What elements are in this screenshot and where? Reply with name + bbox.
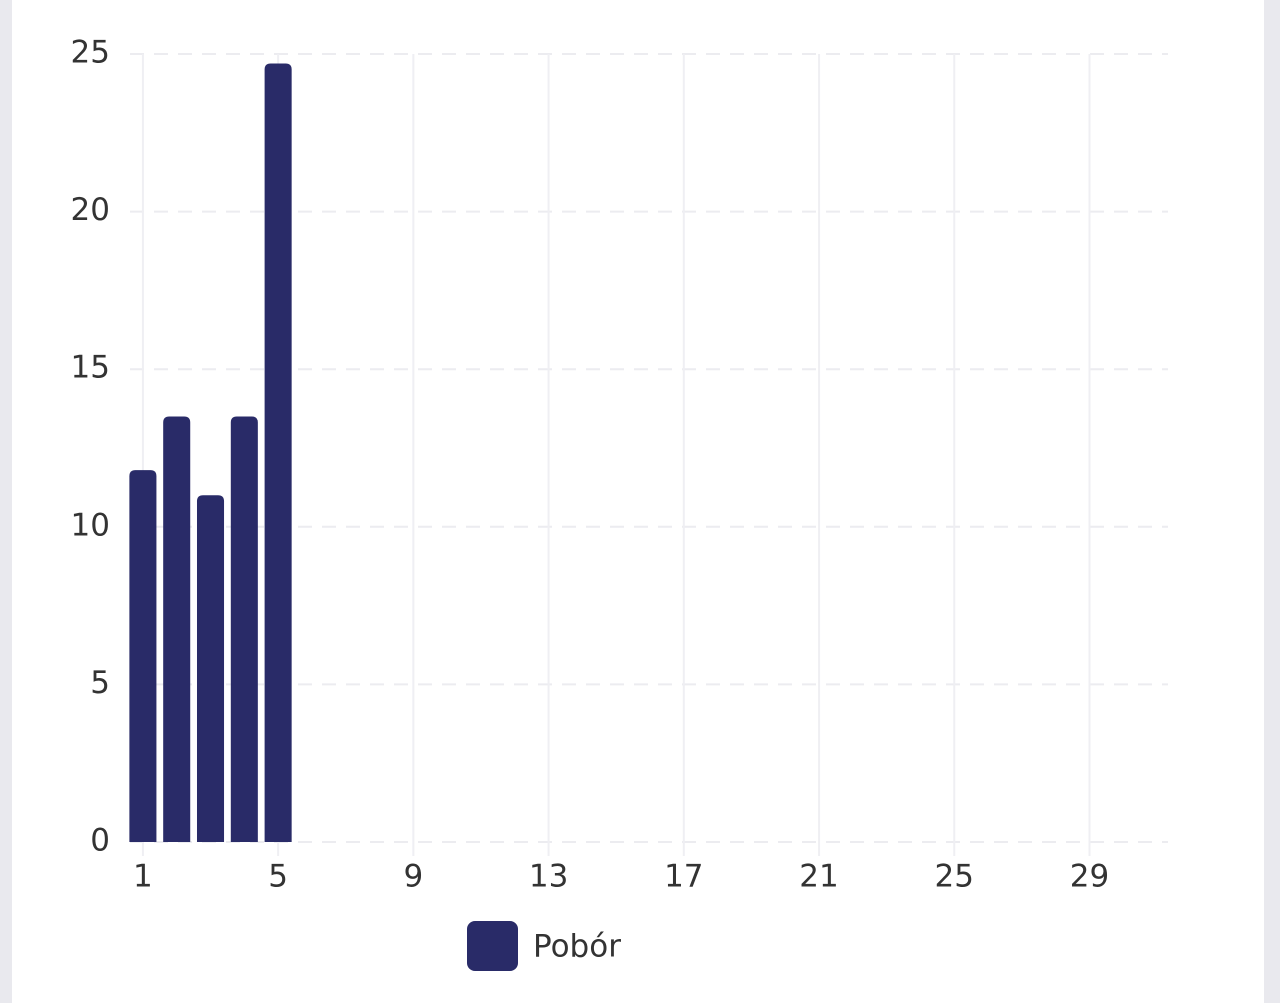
y-tick-label: 10 xyxy=(71,507,110,543)
x-tick-label: 1 xyxy=(133,859,153,895)
legend-label: Pobór xyxy=(533,929,621,965)
y-tick-label: 25 xyxy=(71,35,110,71)
x-tick-label: 13 xyxy=(529,859,568,895)
bar xyxy=(230,416,258,842)
y-tick-label: 20 xyxy=(71,192,110,228)
y-tick-label: 5 xyxy=(90,665,110,701)
x-tick-label: 25 xyxy=(935,859,974,895)
x-tick-label: 17 xyxy=(664,859,703,895)
bar xyxy=(163,416,191,842)
x-tick-label: 9 xyxy=(403,859,423,895)
bar xyxy=(264,63,292,843)
legend-swatch xyxy=(467,921,518,971)
bar xyxy=(129,470,157,842)
x-tick-label: 5 xyxy=(268,859,288,895)
x-tick-label: 29 xyxy=(1070,859,1109,895)
bar xyxy=(196,495,225,842)
y-tick-label: 15 xyxy=(71,350,110,386)
y-tick-label: 0 xyxy=(90,823,110,859)
x-tick-label: 21 xyxy=(799,859,838,895)
